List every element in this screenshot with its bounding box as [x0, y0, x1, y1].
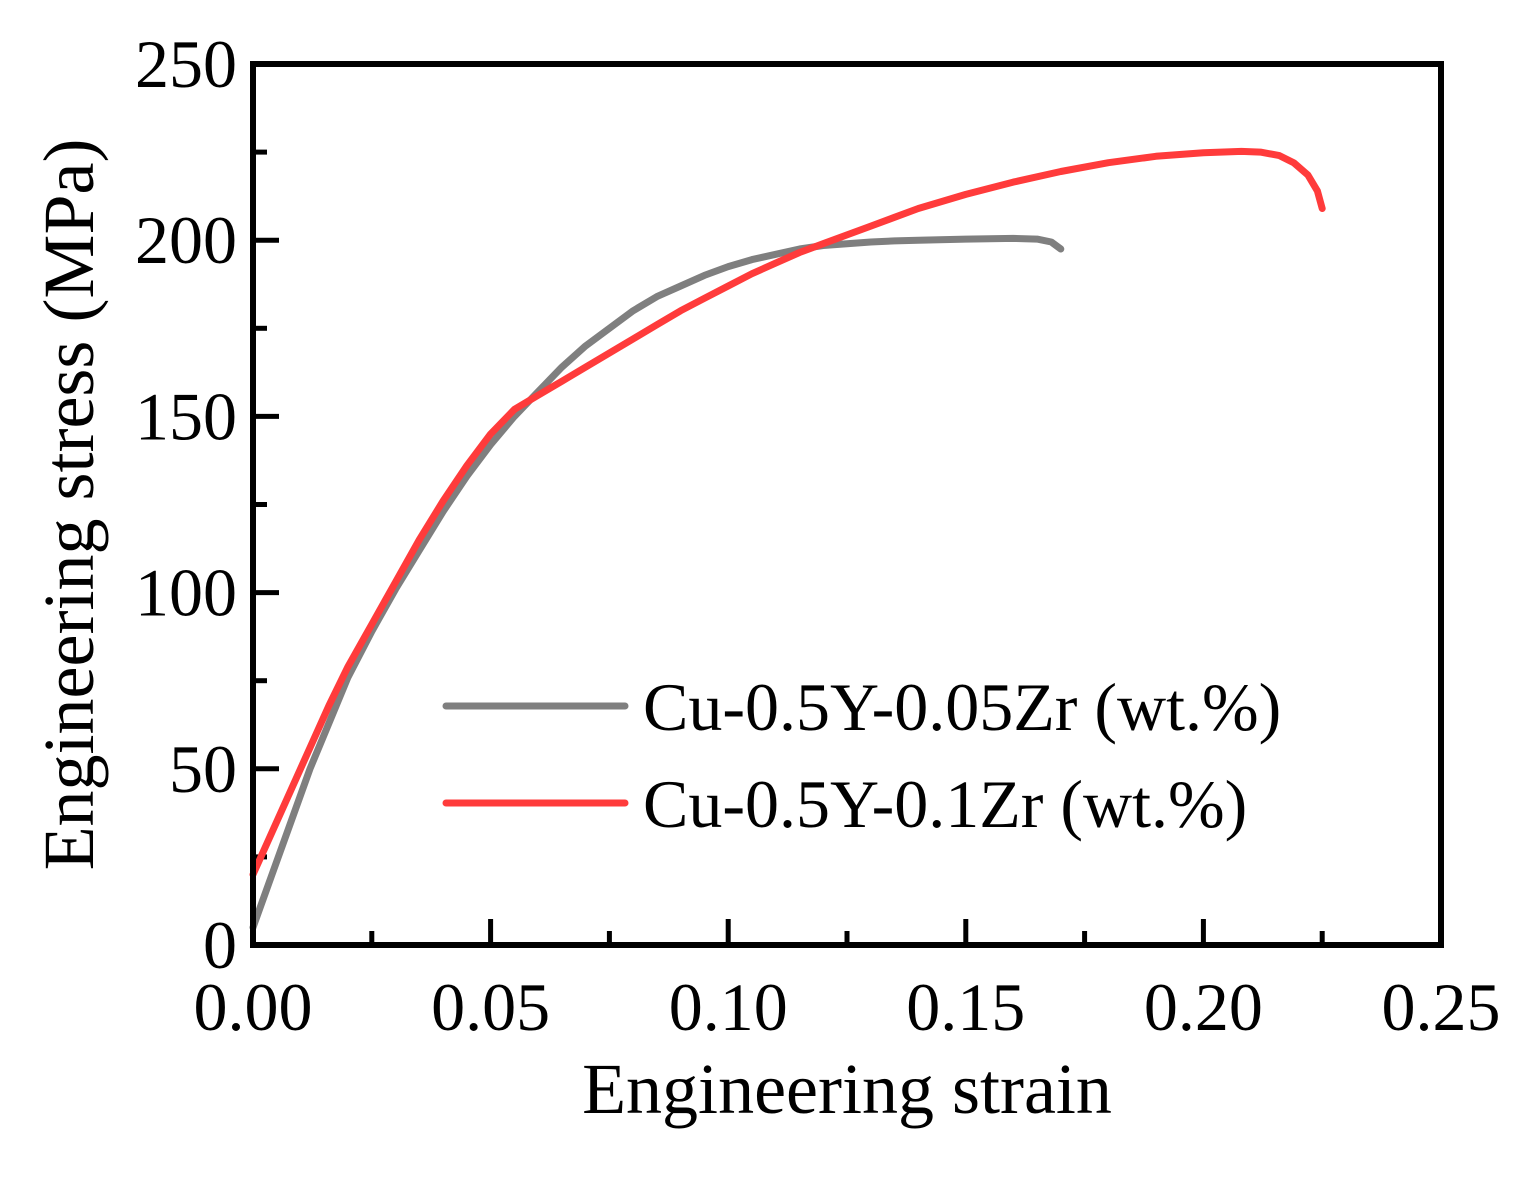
y-axis-ticks: 0 50 100 150 200 250 [135, 26, 279, 983]
y-tick-label: 250 [135, 26, 237, 102]
y-tick-label: 0 [203, 907, 237, 983]
series-line-1 [249, 147, 1326, 878]
x-tick-label: 0.20 [1144, 969, 1263, 1045]
x-tick-label: 0.05 [431, 969, 550, 1045]
plot-area-frame [250, 61, 1444, 948]
x-tick-label: 0.10 [669, 969, 788, 1045]
legend-label-cu-0-5y-0-05zr: Cu-0.5Y-0.05Zr (wt.%) [643, 669, 1281, 745]
series-line-0 [249, 234, 1065, 931]
legend: Cu-0.5Y-0.05Zr (wt.%) Cu-0.5Y-0.1Zr (wt.… [442, 669, 1281, 842]
x-tick-label: 0.25 [1382, 969, 1501, 1045]
data-curves [249, 147, 1326, 931]
y-tick-label: 150 [135, 378, 237, 454]
x-tick-label: 0.00 [194, 969, 313, 1045]
y-tick-label: 50 [169, 731, 237, 807]
x-axis-ticks: 0.00 0.05 0.10 0.15 0.20 0.25 [194, 919, 1501, 1045]
x-axis-title: Engineering strain [582, 1049, 1112, 1129]
y-tick-label: 100 [135, 555, 237, 631]
y-tick-label: 200 [135, 202, 237, 278]
legend-label-cu-0-5y-0-1zr: Cu-0.5Y-0.1Zr (wt.%) [643, 766, 1247, 842]
x-tick-label: 0.15 [906, 969, 1025, 1045]
y-axis-title: Engineering stress (MPa) [29, 139, 109, 871]
